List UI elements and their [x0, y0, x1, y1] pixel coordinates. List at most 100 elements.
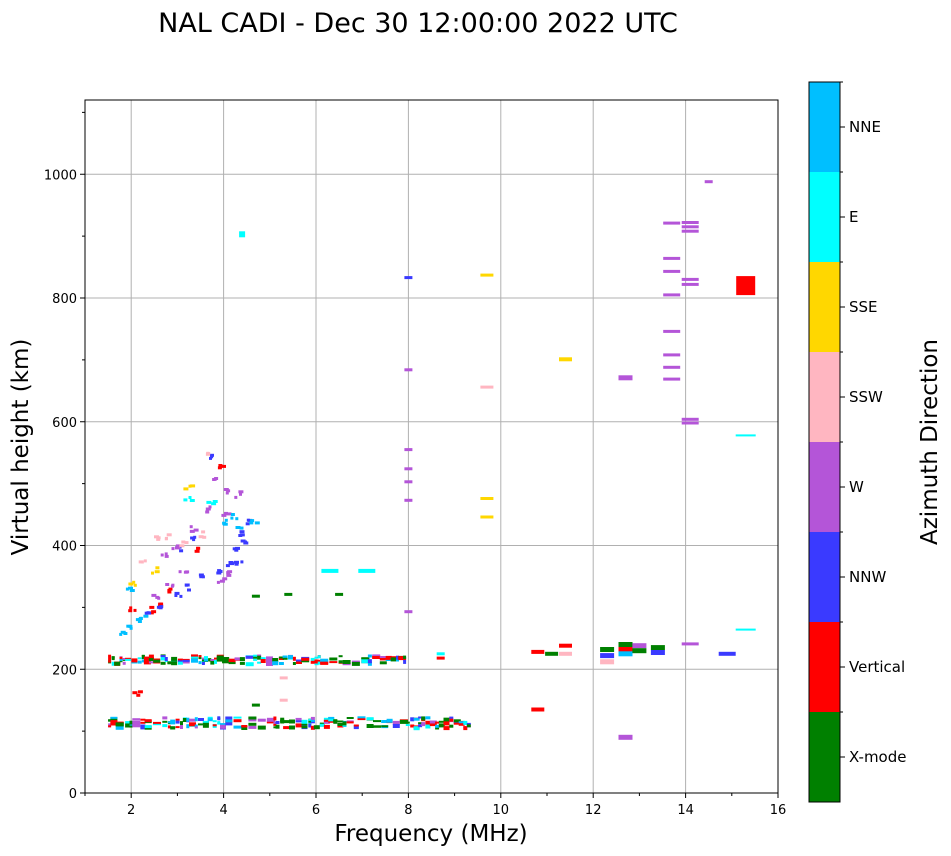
echo-mark [235, 526, 241, 529]
echo-point [663, 221, 681, 225]
echo-mark [342, 724, 347, 727]
echo-mark [108, 656, 112, 661]
echo-mark [333, 719, 338, 723]
echo-mark [257, 718, 266, 722]
echo-mark [110, 717, 118, 722]
echo-mark [192, 538, 196, 542]
echo-point [663, 329, 681, 333]
echo-mark [144, 725, 152, 729]
echo-mark [198, 723, 204, 726]
echo-mark [216, 571, 222, 575]
echo-mark [228, 658, 236, 663]
echo-mark [174, 594, 178, 597]
echo-point [663, 353, 681, 357]
echo-mark [155, 595, 160, 599]
echo-mark [463, 720, 468, 725]
echo-mark [381, 720, 389, 723]
echo-mark [164, 537, 168, 541]
echo-mark [225, 721, 233, 726]
chart-title: NAL CADI - Dec 30 12:00:00 2022 UTC [158, 8, 678, 39]
echo-mark [209, 456, 212, 460]
echo-point [618, 642, 633, 647]
echo-mark [226, 512, 232, 516]
echo-mark [175, 726, 180, 729]
echo-mark [143, 660, 151, 665]
echo-mark [245, 655, 254, 659]
echo-mark [425, 716, 431, 720]
y-tick-label: 800 [52, 292, 77, 307]
echo-point [279, 676, 288, 680]
echo-mark [240, 539, 246, 543]
echo-point [404, 467, 413, 471]
echo-mark [131, 658, 138, 663]
echo-mark [151, 610, 157, 614]
echo-mark [125, 658, 131, 661]
echo-mark [282, 655, 288, 659]
echo-point [681, 229, 699, 233]
echo-mark [421, 716, 426, 721]
echo-mark [425, 724, 431, 729]
echo-mark [188, 484, 192, 488]
echo-mark [136, 693, 141, 697]
echo-mark [185, 570, 190, 574]
echo-mark [206, 500, 212, 504]
x-tick-label: 10 [493, 803, 510, 818]
echo-point [736, 276, 756, 296]
echo-mark [119, 659, 123, 662]
echo-mark [201, 657, 205, 660]
echo-mark [234, 562, 239, 566]
echo-mark [140, 718, 146, 721]
echo-mark [182, 659, 190, 662]
echo-mark [314, 656, 319, 659]
echo-mark [129, 589, 135, 592]
echo-mark [120, 630, 126, 634]
echo-mark [239, 526, 244, 530]
echo-mark [295, 720, 302, 723]
echo-mark [115, 725, 124, 730]
echo-point [284, 592, 293, 596]
echo-mark [260, 657, 266, 661]
echo-mark [132, 718, 141, 721]
echo-point [404, 368, 413, 372]
echo-mark [308, 718, 312, 721]
echo-mark [449, 718, 454, 722]
echo-point [436, 652, 445, 656]
echo-mark [245, 662, 254, 667]
echo-mark [210, 453, 214, 457]
echo-mark [386, 718, 393, 723]
colorbar-segment [809, 622, 840, 712]
plot-area [85, 100, 778, 793]
colorbar-tick-label: X-mode [849, 748, 906, 766]
echo-mark [138, 560, 144, 564]
echo-mark [223, 488, 229, 491]
echo-mark [146, 611, 150, 615]
echo-mark [168, 587, 173, 591]
echo-mark [463, 726, 468, 731]
echo-mark [235, 546, 240, 550]
echo-mark [198, 573, 204, 577]
echo-mark [154, 570, 160, 574]
echo-mark [317, 655, 321, 659]
echo-point [618, 375, 633, 381]
echo-point [618, 734, 633, 740]
echo-point [279, 698, 288, 702]
echo-mark [164, 657, 168, 661]
echo-mark [301, 725, 308, 729]
echo-mark [289, 725, 295, 730]
echo-mark [158, 602, 164, 606]
colorbar-tick-label: NNE [849, 118, 881, 136]
echo-mark [228, 662, 236, 665]
echo-mark [202, 535, 207, 539]
echo-mark [233, 716, 242, 719]
x-tick-label: 4 [219, 803, 227, 818]
echo-mark [119, 632, 123, 636]
echo-mark [338, 660, 343, 664]
echo-mark [162, 724, 168, 728]
echo-mark [390, 656, 397, 659]
x-tick-label: 14 [677, 803, 694, 818]
echo-point [321, 568, 339, 573]
echo-mark [239, 657, 245, 662]
echo-mark [392, 720, 400, 725]
echo-point [663, 377, 681, 381]
y-tick-label: 600 [52, 416, 77, 431]
